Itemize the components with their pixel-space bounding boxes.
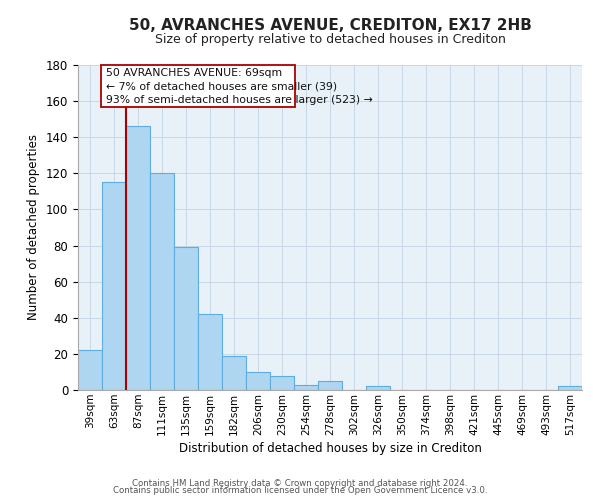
Text: Contains HM Land Registry data © Crown copyright and database right 2024.: Contains HM Land Registry data © Crown c… xyxy=(132,478,468,488)
Text: 93% of semi-detached houses are larger (523) →: 93% of semi-detached houses are larger (… xyxy=(106,95,373,105)
Bar xyxy=(198,314,222,390)
Bar xyxy=(78,350,102,390)
Bar xyxy=(126,126,150,390)
Bar xyxy=(222,356,246,390)
Text: Size of property relative to detached houses in Crediton: Size of property relative to detached ho… xyxy=(155,32,505,46)
Text: Contains public sector information licensed under the Open Government Licence v3: Contains public sector information licen… xyxy=(113,486,487,495)
Bar xyxy=(366,386,390,390)
Bar xyxy=(174,248,198,390)
Text: ← 7% of detached houses are smaller (39): ← 7% of detached houses are smaller (39) xyxy=(106,81,337,91)
Y-axis label: Number of detached properties: Number of detached properties xyxy=(28,134,40,320)
Bar xyxy=(246,372,270,390)
Bar xyxy=(558,386,582,390)
FancyBboxPatch shape xyxy=(101,65,295,106)
Text: 50, AVRANCHES AVENUE, CREDITON, EX17 2HB: 50, AVRANCHES AVENUE, CREDITON, EX17 2HB xyxy=(128,18,532,32)
X-axis label: Distribution of detached houses by size in Crediton: Distribution of detached houses by size … xyxy=(179,442,481,455)
Bar xyxy=(318,381,342,390)
Bar xyxy=(150,174,174,390)
Text: 50 AVRANCHES AVENUE: 69sqm: 50 AVRANCHES AVENUE: 69sqm xyxy=(106,68,282,78)
Bar xyxy=(270,376,294,390)
Bar xyxy=(102,182,126,390)
Bar xyxy=(294,384,318,390)
